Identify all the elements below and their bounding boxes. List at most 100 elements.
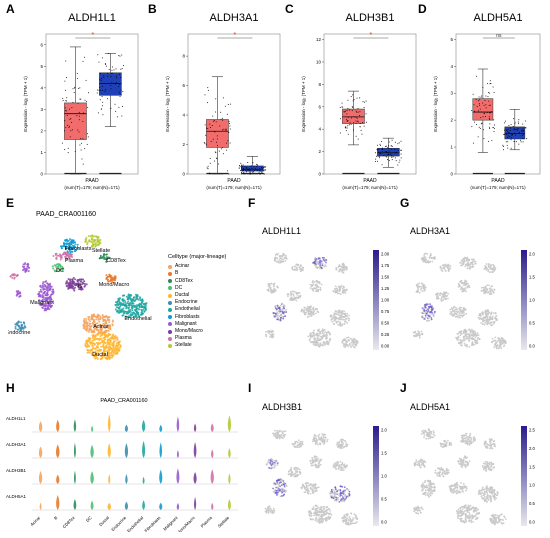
cell-point <box>284 256 287 259</box>
cell-point <box>462 311 465 314</box>
cell-point <box>314 519 317 522</box>
y-tick-label: 8 <box>318 82 321 87</box>
jitter-point <box>400 140 402 142</box>
cell-point <box>343 286 345 289</box>
y-tick-label: 5 <box>40 64 43 69</box>
cell-point <box>281 487 284 490</box>
jitter-point <box>353 122 355 124</box>
jitter-point <box>213 160 215 162</box>
cell-point <box>319 288 322 291</box>
cell-point <box>315 437 318 440</box>
cell-point <box>467 335 470 338</box>
jitter-point <box>488 91 490 93</box>
cell-point <box>326 511 329 514</box>
cell-point <box>295 266 298 269</box>
cell-point <box>296 441 299 444</box>
jitter-point <box>472 93 474 95</box>
cell-point <box>480 318 483 321</box>
jitter-point <box>220 148 222 150</box>
cell-point <box>272 291 275 294</box>
cell-point <box>435 293 437 296</box>
cell-point <box>317 510 320 513</box>
jitter-point <box>518 132 520 134</box>
cell-point <box>272 507 275 510</box>
cell-point <box>293 297 296 300</box>
jitter-point <box>76 115 78 117</box>
cell-point <box>460 330 463 332</box>
cell-point <box>100 348 103 351</box>
cell-point <box>318 508 321 511</box>
cell-point <box>325 335 328 338</box>
jitter-point <box>229 128 231 130</box>
jitter-point <box>241 173 243 175</box>
cell-point <box>79 280 82 283</box>
cell-point <box>308 310 311 313</box>
cluster-label: Endocrine <box>8 330 30 336</box>
cell-point <box>337 496 339 499</box>
cell-point <box>41 299 44 302</box>
cell-point <box>344 515 346 518</box>
jitter-point <box>70 118 72 120</box>
jitter-point <box>376 149 378 151</box>
cell-point <box>483 323 486 326</box>
cell-point <box>43 307 46 310</box>
cell-point <box>276 261 279 263</box>
jitter-point <box>79 98 81 100</box>
cell-point <box>285 254 287 257</box>
cell-point <box>475 342 478 345</box>
cell-point <box>299 295 302 297</box>
cell-point <box>117 340 120 343</box>
cell-point <box>82 320 85 323</box>
cell-point <box>439 292 441 295</box>
cell-point <box>457 335 460 338</box>
cell-point <box>16 324 19 327</box>
cell-point <box>336 460 339 463</box>
cell-point <box>135 315 138 318</box>
cell-point <box>344 346 346 349</box>
cell-point <box>144 304 147 307</box>
cell-point <box>445 265 448 268</box>
cell-point <box>342 318 345 321</box>
cell-point <box>105 260 108 263</box>
cell-point <box>470 344 473 347</box>
cell-point <box>484 309 487 312</box>
jitter-point <box>99 78 101 80</box>
cell-point <box>345 497 348 499</box>
cell-point <box>37 293 40 296</box>
jitter-point <box>514 121 516 123</box>
cell-point <box>270 282 272 285</box>
cell-point <box>426 319 429 322</box>
cell-point <box>461 290 464 293</box>
jitter-point <box>341 102 343 104</box>
cell-point <box>441 270 444 272</box>
jitter-point <box>509 130 511 132</box>
jitter-point <box>391 156 393 158</box>
cell-point <box>469 265 472 268</box>
jitter-point <box>98 61 100 63</box>
cell-point <box>85 319 88 322</box>
cell-point <box>334 462 337 465</box>
cell-point <box>324 343 326 346</box>
cell-point <box>329 516 332 519</box>
jitter-point <box>400 157 402 159</box>
jitter-point <box>64 130 66 132</box>
cell-point <box>315 439 318 442</box>
cell-point <box>340 492 342 495</box>
cell-point <box>430 306 433 309</box>
jitter-point <box>104 90 106 92</box>
cell-point <box>318 460 321 463</box>
jitter-point <box>86 143 88 145</box>
cell-point <box>494 268 497 271</box>
cell-point <box>269 287 272 289</box>
jitter-point <box>503 133 505 135</box>
cell-point <box>346 321 349 324</box>
cell-point <box>343 500 346 503</box>
cell-point <box>128 316 131 319</box>
cell-point <box>116 300 119 303</box>
cell-point <box>352 518 354 521</box>
cell-point <box>297 297 300 300</box>
chart-title: ALDH3B1 <box>346 12 395 24</box>
cell-point <box>348 493 351 496</box>
jitter-point <box>505 141 507 143</box>
